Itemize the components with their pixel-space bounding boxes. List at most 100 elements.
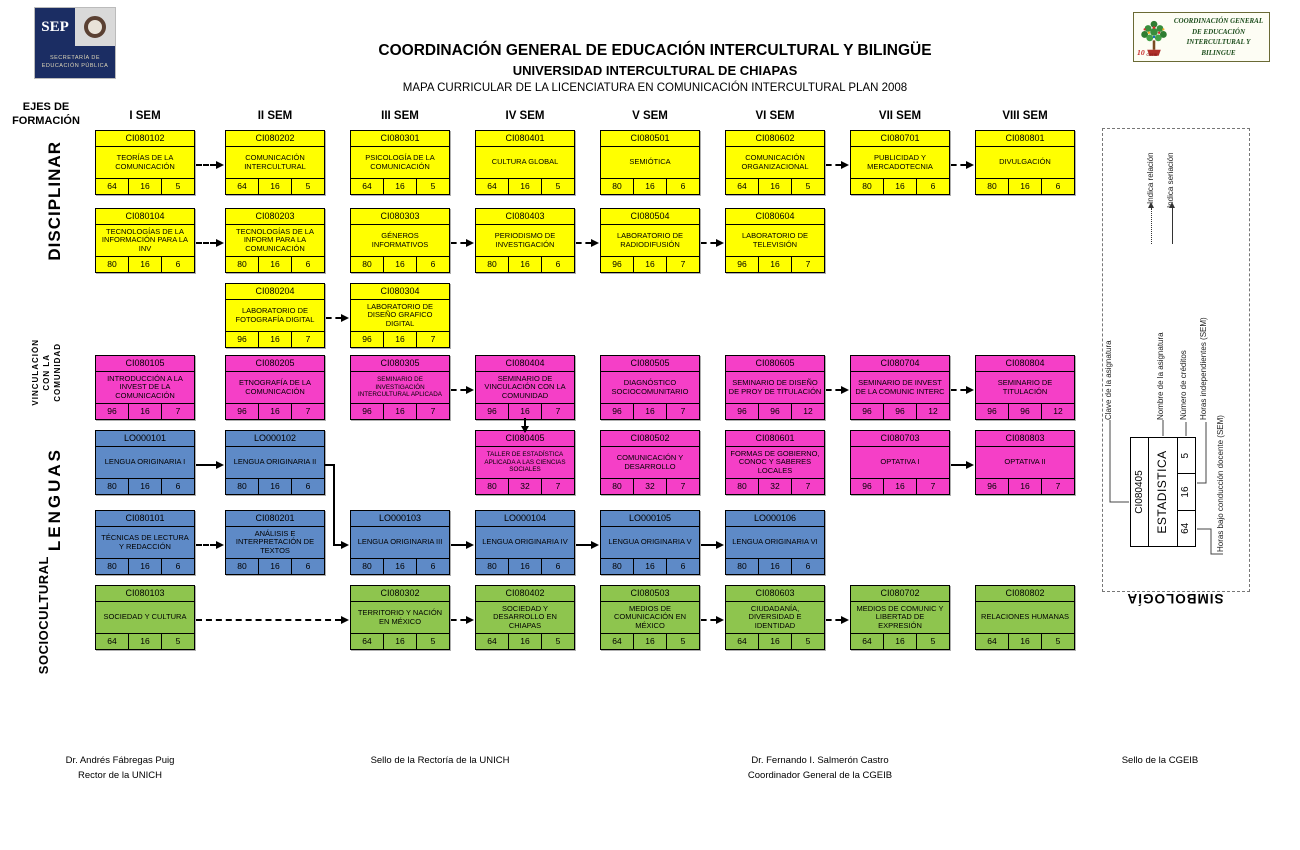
example-hours-indep: 16 bbox=[1178, 473, 1195, 510]
course-hours-docente: 80 bbox=[976, 179, 1009, 194]
course-numbers: 96 96 12 bbox=[726, 403, 824, 419]
axes-title: EJES DE FORMACIÓN bbox=[12, 101, 80, 128]
course-credits: 7 bbox=[680, 259, 686, 269]
course-credits: 7 bbox=[930, 481, 936, 491]
relation-arrow bbox=[826, 160, 849, 169]
course-hours-docente: 80 bbox=[226, 257, 259, 272]
relation-arrow bbox=[196, 540, 224, 549]
course-hours-docente: 80 bbox=[226, 559, 259, 574]
course-box-LO000101: LO000101 LENGUA ORIGINARIA I 80 16 6 bbox=[95, 430, 195, 495]
course-credits: 7 bbox=[805, 481, 811, 491]
course-hours-docente: 64 bbox=[976, 634, 1009, 649]
seriation-arrow bbox=[333, 464, 335, 544]
course-box-CI080105: CI080105 INTRODUCCIÓN A LA INVEST DE LA C… bbox=[95, 355, 195, 420]
course-code: CI080802 bbox=[976, 586, 1074, 602]
course-name: LENGUA ORIGINARIA III bbox=[357, 537, 443, 547]
callout-horas-independientes: Horas independientes (SEM) bbox=[1199, 317, 1208, 420]
course-hours-docente: 80 bbox=[96, 559, 129, 574]
course-name: LABORATORIO DE FOTOGRAFÍA DIGITAL bbox=[235, 305, 315, 324]
course-box-CI080205: CI080205 ETNOGRAFÍA DE LA COMUNICACIÓN 96 1… bbox=[225, 355, 325, 420]
course-box-CI080504: CI080504 LABORATORIO DE RADIODIFUSIÓN 96 16… bbox=[600, 208, 700, 273]
course-box-CI080601: CI080601 FORMAS DE GOBIERNO, CONOC Y SABE… bbox=[725, 430, 825, 495]
course-box-CI080703: CI080703 OPTATIVA I 96 16 7 bbox=[850, 430, 950, 495]
course-name: COMUNICACIÓN ORGANIZACIONAL bbox=[741, 152, 809, 171]
simbologia-panel bbox=[1102, 128, 1250, 592]
course-name: PSICOLOGÍA DE LA COMUNICACIÓN bbox=[365, 152, 435, 171]
course-hours-docente: 80 bbox=[726, 559, 759, 574]
course-hours-indep: 16 bbox=[259, 179, 292, 194]
signature-sello-rectoria: Sello de la Rectoría de la UNICH bbox=[370, 755, 510, 766]
course-credits: 12 bbox=[1053, 406, 1063, 416]
course-box-CI080701: CI080701 PUBLICIDAD Y MERCADOTECNIA 80 16 6 bbox=[850, 130, 950, 195]
semester-header: VIII SEM bbox=[1002, 110, 1048, 122]
course-hours-indep: 16 bbox=[509, 179, 542, 194]
course-code: CI080704 bbox=[851, 356, 949, 372]
course-hours-indep: 16 bbox=[634, 559, 667, 574]
course-box-CI080101: CI080101 TÉCNICAS DE LECTURA Y REDACCIÓN 8… bbox=[95, 510, 195, 575]
course-credits: 6 bbox=[175, 259, 181, 269]
course-box-CI080102: CI080102 TEORÍAS DE LA COMUNICACIÓN 64 16 5 bbox=[95, 130, 195, 195]
course-name: ETNOGRAFÍA DE LA COMUNICACIÓN bbox=[238, 377, 312, 396]
course-name: SEMINARIO DE INVESTIGACIÓN INTERCULTURAL… bbox=[358, 376, 442, 399]
semester-header: V SEM bbox=[632, 110, 668, 122]
course-box-CI080301: CI080301 PSICOLOGÍA DE LA COMUNICACIÓN 64 1… bbox=[350, 130, 450, 195]
course-code: CI080502 bbox=[601, 431, 699, 447]
course-hours-docente: 64 bbox=[226, 179, 259, 194]
course-box-CI080204: CI080204 LABORATORIO DE FOTOGRAFÍA DIGITA… bbox=[225, 283, 325, 348]
course-numbers: 80 16 6 bbox=[351, 558, 449, 574]
course-hours-docente: 80 bbox=[96, 257, 129, 272]
course-name: SOCIEDAD Y CULTURA bbox=[103, 612, 187, 622]
relation-arrow bbox=[576, 238, 599, 247]
seriation-arrow bbox=[701, 540, 724, 549]
course-hours-docente: 64 bbox=[351, 179, 384, 194]
course-hours-docente: 80 bbox=[351, 257, 384, 272]
course-hours-docente: 96 bbox=[351, 404, 384, 419]
course-hours-indep: 16 bbox=[384, 559, 417, 574]
relation-arrow bbox=[951, 160, 974, 169]
course-hours-docente: 64 bbox=[96, 634, 129, 649]
course-box-CI080104: CI080104 TECNOLOGÍAS DE LA INFORMACIÓN PA… bbox=[95, 208, 195, 273]
course-hours-docente: 64 bbox=[96, 179, 129, 194]
course-name: LENGUA ORIGINARIA VI bbox=[732, 537, 818, 547]
course-hours-docente: 96 bbox=[976, 479, 1009, 494]
course-box-CI080502: CI080502 COMUNICACIÓN Y DESARROLLO 80 32 7 bbox=[600, 430, 700, 495]
course-box-CI080702: CI080702 MEDIOS DE COMUNIC Y LIBERTAD DE … bbox=[850, 585, 950, 650]
course-code: LO000105 bbox=[601, 511, 699, 527]
course-credits: 6 bbox=[430, 561, 436, 571]
course-credits: 6 bbox=[1055, 181, 1061, 191]
course-credits: 7 bbox=[555, 406, 561, 416]
course-hours-indep: 16 bbox=[129, 179, 162, 194]
course-hours-docente: 80 bbox=[601, 479, 634, 494]
course-box-CI080801: CI080801 DIVULGACIÓN 80 16 6 bbox=[975, 130, 1075, 195]
course-numbers: 64 16 5 bbox=[476, 633, 574, 649]
course-hours-indep: 16 bbox=[129, 479, 162, 494]
course-code: LO000101 bbox=[96, 431, 194, 447]
course-box-CI080505: CI080505 DIAGNÓSTICO SOCIOCOMUNITARIO 96 16… bbox=[600, 355, 700, 420]
course-name: CULTURA GLOBAL bbox=[491, 157, 559, 167]
course-hours-indep: 96 bbox=[759, 404, 792, 419]
course-credits: 7 bbox=[680, 406, 686, 416]
legend-seriation-label: Indica seriación bbox=[1166, 152, 1175, 208]
course-hours-docente: 96 bbox=[726, 404, 759, 419]
seriation-arrow bbox=[451, 540, 474, 549]
course-numbers: 64 16 5 bbox=[601, 633, 699, 649]
course-hours-docente: 80 bbox=[601, 559, 634, 574]
course-code: CI080105 bbox=[96, 356, 194, 372]
course-code: CI080102 bbox=[96, 131, 194, 147]
course-numbers: 64 16 5 bbox=[96, 633, 194, 649]
course-hours-docente: 96 bbox=[226, 404, 259, 419]
axis-label-sociocultural: SOCIOCULTURAL bbox=[35, 555, 51, 675]
course-hours-indep: 16 bbox=[259, 257, 292, 272]
course-hours-indep: 16 bbox=[759, 257, 792, 272]
seriation-arrow-sample bbox=[1169, 202, 1175, 244]
course-name: TERRITORIO Y NACIÓN EN MÉXICO bbox=[357, 607, 443, 626]
relation-arrow bbox=[196, 238, 224, 247]
semester-header: VII SEM bbox=[878, 110, 922, 122]
course-name: SEMINARIO DE DISEÑO DE PROY DE TITULACIÓ… bbox=[728, 377, 822, 396]
course-numbers: 64 16 5 bbox=[351, 633, 449, 649]
course-hours-indep: 32 bbox=[634, 479, 667, 494]
course-hours-indep: 16 bbox=[259, 479, 292, 494]
course-hours-indep: 96 bbox=[1009, 404, 1042, 419]
course-code: CI080605 bbox=[726, 356, 824, 372]
course-name: TECNOLOGÍAS DE LA INFORMACIÓN PARA LA IN… bbox=[101, 226, 189, 253]
